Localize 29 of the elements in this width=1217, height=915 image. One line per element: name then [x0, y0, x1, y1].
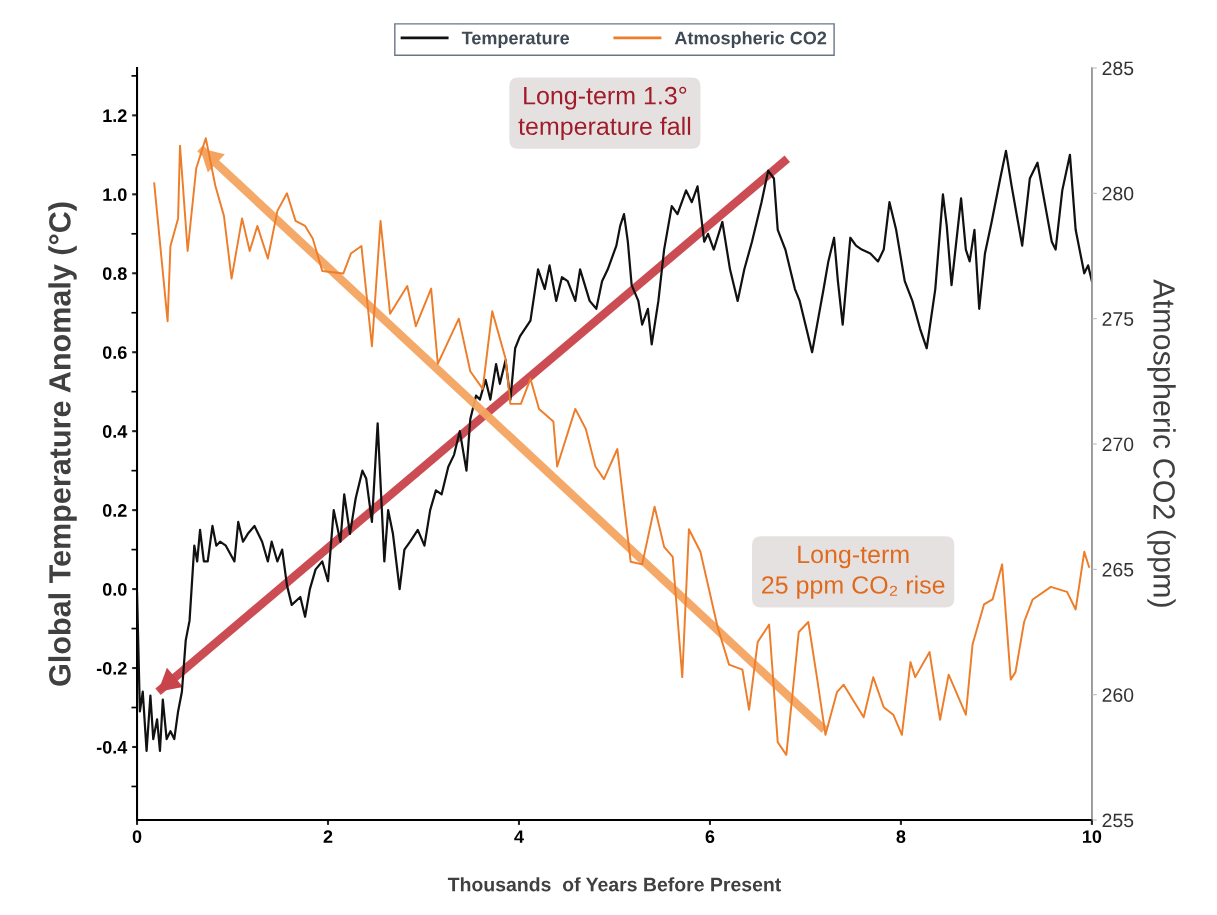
y-tick-label: 0.6 — [102, 346, 127, 359]
legend-label: Temperature — [461, 31, 570, 48]
y2-axis-title: Atmospheric CO2 (ppm) — [1147, 279, 1176, 607]
y-tick-label: 1.2 — [103, 109, 127, 122]
y-axis-title: Global Temperature Anomaly (°C) — [48, 202, 77, 686]
y-tick-label: 0.4 — [102, 425, 128, 438]
y-tick-label: 1.0 — [103, 188, 127, 202]
x-tick-label: 4 — [514, 830, 524, 843]
y-tick-label: 0.0 — [102, 583, 127, 596]
x-axis-title: Thousands of Years Before Present — [447, 877, 782, 892]
x-tick-label: 10 — [1082, 830, 1102, 844]
y2-tick-label: 260 — [1102, 688, 1134, 702]
y2-tick-label: 255 — [1102, 813, 1134, 828]
x-tick-label: 6 — [705, 830, 715, 844]
legend-label: Atmospheric CO2 — [674, 31, 827, 48]
y2-tick-label: 265 — [1102, 562, 1134, 577]
y2-tick-label: 280 — [1102, 186, 1134, 201]
y-tick-label: -0.2 — [96, 661, 127, 675]
y-tick-label: 0.2 — [102, 504, 127, 517]
y-tick-label: -0.4 — [96, 740, 128, 754]
annotation: Long-term 1.3° temperature fall — [518, 86, 691, 141]
x-tick-label: 8 — [896, 830, 906, 844]
y2-tick-label: 270 — [1102, 437, 1134, 452]
y2-tick-label: 285 — [1102, 61, 1134, 76]
annotation: Long-term 25 ppm CO₂ rise — [762, 545, 945, 599]
y2-tick-label: 275 — [1102, 312, 1134, 326]
x-tick-label: 2 — [323, 830, 333, 843]
y-tick-label: 0.8 — [102, 267, 127, 280]
x-tick-label: 0 — [132, 830, 142, 844]
